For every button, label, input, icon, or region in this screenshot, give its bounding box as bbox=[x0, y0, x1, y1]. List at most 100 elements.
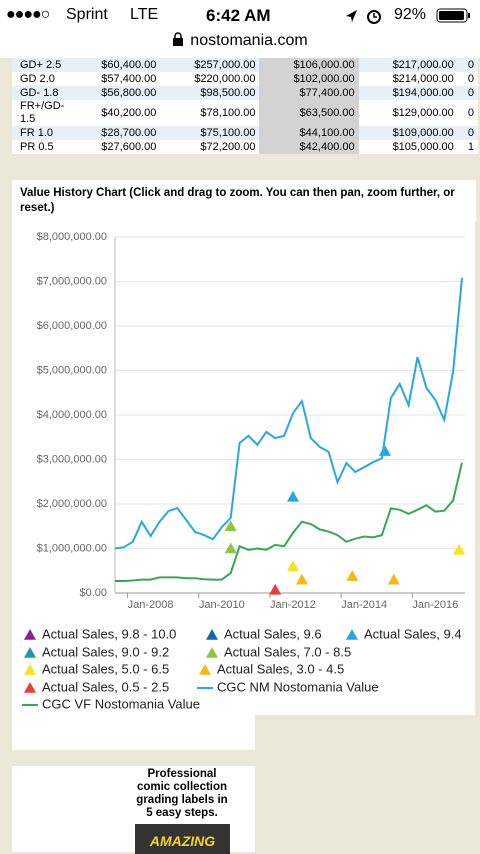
table-cell: $57,400.00 bbox=[101, 72, 157, 85]
url-text: nostomania.com bbox=[190, 32, 308, 49]
table-cell: $194,000.00 bbox=[358, 86, 458, 100]
legend-label: Actual Sales, 7.0 - 8.5 bbox=[224, 644, 351, 659]
lock-icon bbox=[173, 32, 184, 46]
x-tick-label: Jan-2016 bbox=[412, 599, 458, 611]
x-tick-label: Jan-2008 bbox=[128, 599, 174, 611]
legend-swatch bbox=[206, 647, 218, 658]
legend-label: Actual Sales, 9.6 bbox=[224, 626, 322, 641]
legend-swatch bbox=[206, 629, 218, 640]
y-tick-label: $8,000,000.00 bbox=[37, 231, 107, 243]
x-tick-label: Jan-2010 bbox=[199, 599, 245, 611]
table-cell: $220,000.00 bbox=[194, 72, 256, 85]
table-cell: $40,200.00 bbox=[101, 106, 157, 119]
sale-marker bbox=[269, 583, 282, 595]
table-cell: $42,400.00 bbox=[259, 140, 359, 154]
table-cell: $102,000.00 bbox=[259, 72, 359, 86]
table-cell: $27,600.00 bbox=[101, 140, 157, 153]
table-row: PR 0.5 $27,600.00 $72,200.00 $42,400.00 $105… bbox=[12, 140, 478, 154]
table-cell: $257,000.00 bbox=[160, 58, 260, 72]
table-cell: GD+ 2.5 bbox=[12, 58, 70, 72]
series-line bbox=[114, 277, 463, 550]
sale-marker bbox=[378, 445, 391, 456]
table-cell: $78,100.00 bbox=[200, 106, 256, 119]
table-row: FR 1.0 $28,700.00 $75,100.00 $44,100.00 $109… bbox=[12, 126, 478, 140]
table-cell: 0 bbox=[467, 106, 474, 119]
table-cell: GD- 1.8 bbox=[12, 86, 70, 100]
legend-label: CGC NM Nostomania Value bbox=[217, 679, 379, 694]
table-cell: $105,000.00 bbox=[392, 140, 454, 153]
ad-image: AMAZING bbox=[135, 824, 230, 854]
table-cell: 0 bbox=[467, 72, 474, 85]
y-tick-label: $7,000,000.00 bbox=[37, 275, 107, 287]
legend-label: Actual Sales, 5.0 - 6.5 bbox=[42, 661, 169, 676]
battery-percent: 92% bbox=[394, 6, 427, 23]
time: 6:42 AM bbox=[206, 6, 271, 25]
table-cell: 0 bbox=[457, 126, 478, 140]
table-row: GD- 1.8 $56,800.00 $98,500.00 $77,400.00 $19… bbox=[12, 86, 478, 100]
browser-chrome: ●●●●○ Sprint LTE 6:42 AM 92% nostomania.… bbox=[0, 0, 480, 58]
y-tick-label: $0.00 bbox=[79, 587, 107, 599]
sale-marker bbox=[387, 573, 400, 585]
sale-marker bbox=[453, 543, 466, 555]
x-tick-label: Jan-2012 bbox=[270, 599, 316, 611]
table-cell: $72,200.00 bbox=[200, 140, 256, 153]
legend-label: Actual Sales, 9.8 - 10.0 bbox=[42, 626, 176, 641]
table-cell: $214,000.00 bbox=[392, 72, 454, 85]
legend-swatch bbox=[24, 682, 36, 693]
table-row: GD+ 2.5 $60,400.00 $257,000.00 $106,000.00 $… bbox=[12, 58, 478, 72]
y-tick-label: $6,000,000.00 bbox=[37, 320, 107, 332]
table-cell: $98,500.00 bbox=[160, 86, 260, 100]
chart[interactable]: $0.00 $1,000,000.00 $2,000,000.00 $3,000,00… bbox=[12, 222, 475, 715]
sale-marker bbox=[286, 490, 299, 502]
table-cell: $77,400.00 bbox=[259, 86, 359, 100]
legend-label: Actual Sales, 0.5 - 2.5 bbox=[42, 679, 169, 694]
carrier: Sprint bbox=[66, 6, 108, 23]
legend-swatch bbox=[199, 664, 211, 675]
table-cell: GD 2.0 bbox=[20, 72, 55, 85]
y-tick-label: $3,000,000.00 bbox=[37, 453, 107, 465]
legend-swatch bbox=[24, 629, 36, 640]
sale-marker bbox=[346, 570, 359, 581]
sale-marker bbox=[224, 542, 237, 554]
legend-label: CGC VF Nostomania Value bbox=[42, 696, 200, 711]
legend-swatch bbox=[346, 629, 358, 640]
sale-marker bbox=[224, 520, 237, 532]
table-cell: $109,000.00 bbox=[358, 126, 458, 140]
sale-marker bbox=[286, 560, 299, 572]
y-tick-label: $1,000,000.00 bbox=[37, 542, 107, 554]
ad-text: Professional comic collection grading la… bbox=[136, 768, 228, 819]
network: LTE bbox=[130, 6, 159, 23]
series-line bbox=[115, 462, 463, 582]
signal: ●●●●○ bbox=[6, 6, 50, 23]
table-cell: $217,000.00 bbox=[358, 58, 458, 72]
address-bar[interactable]: nostomania.com bbox=[0, 32, 480, 50]
legend-label: Actual Sales, 9.0 - 9.2 bbox=[42, 644, 169, 659]
sale-marker bbox=[295, 573, 308, 585]
price-table: GD+ 2.5 $60,400.00 $257,000.00 $106,000.00 $… bbox=[12, 58, 478, 154]
table-cell: $63,500.00 bbox=[259, 100, 359, 126]
legend-swatch bbox=[24, 664, 36, 675]
table-cell: $106,000.00 bbox=[259, 58, 359, 72]
table-cell: $44,100.00 bbox=[259, 126, 359, 140]
table-cell: PR 0.5 bbox=[20, 140, 54, 153]
table-row: FR+/GD-1.5 $40,200.00 $78,100.00 $63,500.00… bbox=[12, 100, 478, 126]
table-cell: FR+/GD-1.5 bbox=[20, 100, 65, 125]
table-cell: $28,700.00 bbox=[70, 126, 161, 140]
legend-label: Actual Sales, 9.4 bbox=[364, 626, 462, 641]
table-cell: 1 bbox=[467, 140, 474, 153]
legend-swatch bbox=[24, 647, 36, 658]
x-tick-label: Jan-2014 bbox=[341, 599, 387, 611]
battery-icon bbox=[436, 8, 470, 23]
table-cell: $129,000.00 bbox=[392, 106, 454, 119]
table-cell: $56,800.00 bbox=[70, 86, 161, 100]
y-tick-label: $5,000,000.00 bbox=[37, 364, 107, 376]
table-cell: $60,400.00 bbox=[70, 58, 161, 72]
table-cell: $75,100.00 bbox=[160, 126, 260, 140]
legend-label: Actual Sales, 3.0 - 4.5 bbox=[217, 661, 344, 676]
ad[interactable]: Professional comic collection grading la… bbox=[12, 766, 255, 854]
table-row: GD 2.0 $57,400.00 $220,000.00 $102,000.00 $2… bbox=[12, 72, 478, 86]
panel bbox=[12, 715, 255, 750]
y-tick-label: $2,000,000.00 bbox=[37, 498, 107, 510]
table-cell: 0 bbox=[457, 86, 478, 100]
chart-heading: Value History Chart (Click and drag to z… bbox=[12, 180, 476, 222]
